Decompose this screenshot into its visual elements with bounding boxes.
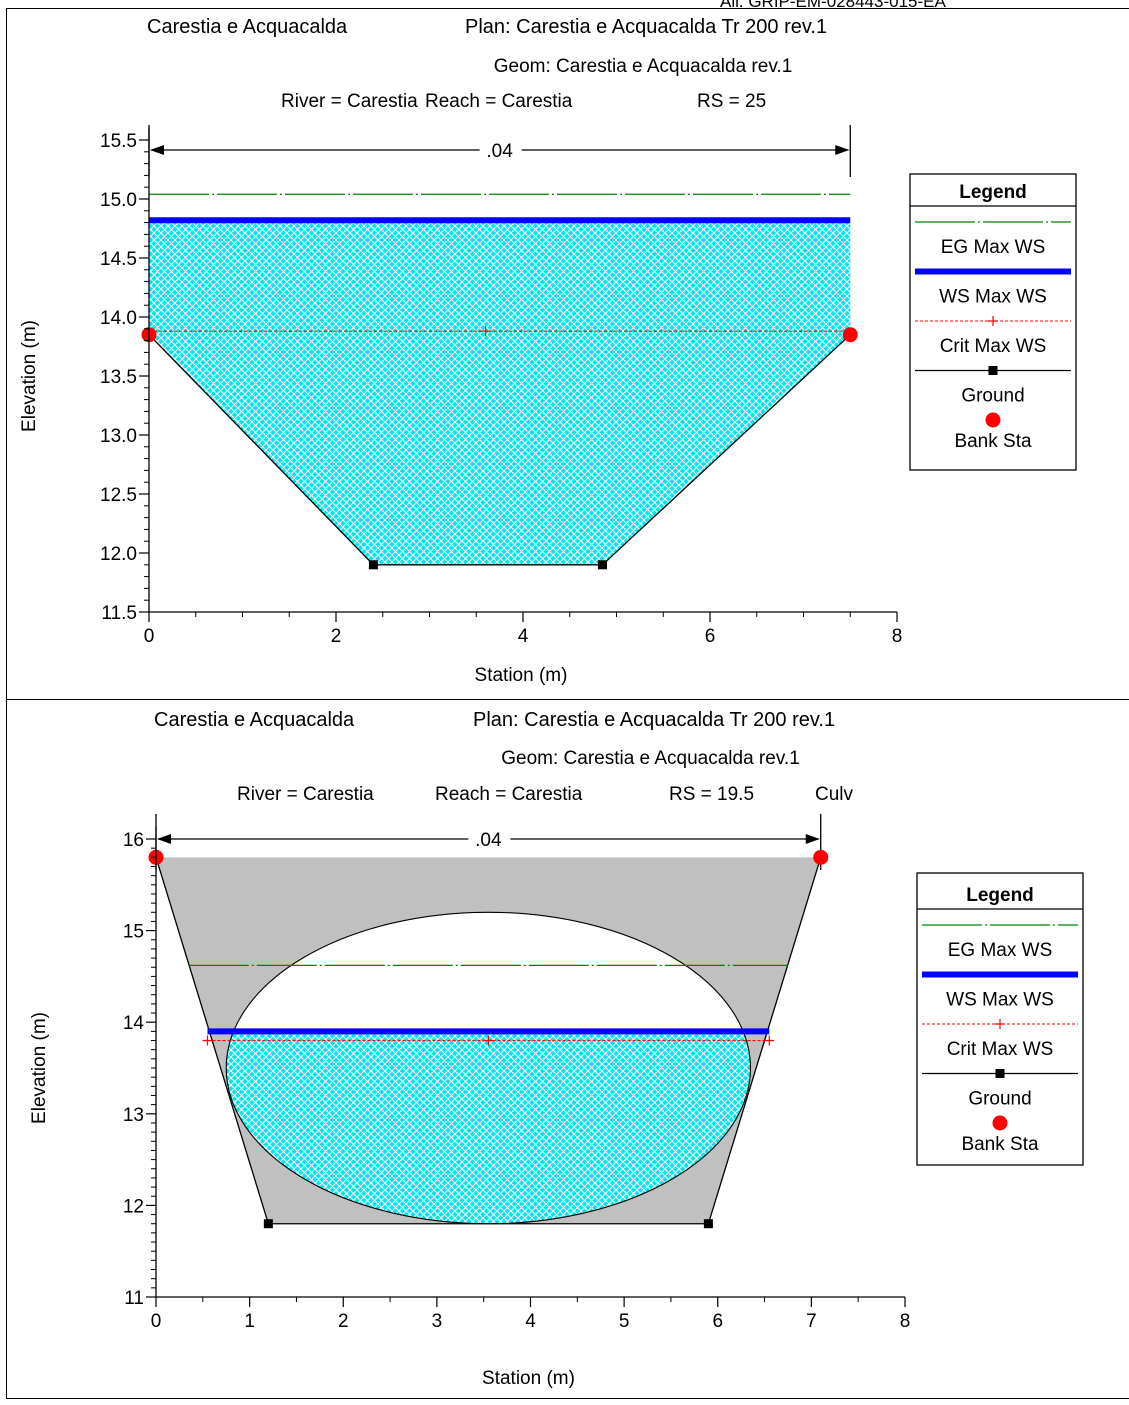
x-tick-label: 6 xyxy=(705,626,716,647)
chart-title-project: Carestia e Acquacalda xyxy=(154,709,355,731)
y-tick-label: 13.5 xyxy=(100,367,137,388)
chart-subtitle-river: River = Carestia xyxy=(237,784,374,805)
chart-title-plan: Plan: Carestia e Acquacalda Tr 200 rev.1 xyxy=(473,709,835,731)
y-tick-label: 15.0 xyxy=(100,190,137,211)
legend-ground-marker xyxy=(988,366,998,375)
legend-entry-label: Crit Max WS xyxy=(947,1039,1054,1060)
chart-title-plan: Plan: Carestia e Acquacalda Tr 200 rev.1 xyxy=(465,16,827,38)
x-tick-label: 0 xyxy=(144,626,155,647)
document-reference: All. GRIP-EM-028443-015-EA xyxy=(720,0,946,11)
legend-entry-label: EG Max WS xyxy=(948,940,1053,961)
legend-entry-label: WS Max WS xyxy=(946,990,1054,1011)
chart-subtitle-geometry: Geom: Carestia e Acquacalda rev.1 xyxy=(494,56,793,77)
x-tick-label: 5 xyxy=(619,1311,630,1332)
ground-profile-line xyxy=(148,334,851,566)
water-fill-area xyxy=(149,220,851,565)
legend-entry-label: EG Max WS xyxy=(941,237,1046,258)
y-tick-label: 15 xyxy=(123,922,144,943)
manning-arrowhead-right xyxy=(835,145,850,155)
y-tick-label: 12.5 xyxy=(100,485,137,506)
crit-max-ws-marker xyxy=(480,326,491,337)
y-tick-label: 16 xyxy=(123,830,144,851)
crit-max-ws-marker xyxy=(764,1035,775,1046)
chart-subtitle-river: River = Carestia xyxy=(281,91,418,112)
x-tick-label: 2 xyxy=(338,1311,349,1332)
legend-entry-label: Crit Max WS xyxy=(940,336,1047,357)
chart-subtitle-rs: RS = 25 xyxy=(697,91,766,112)
y-axis-label: Elevation (m) xyxy=(29,1012,50,1124)
ground-point-marker xyxy=(263,1219,273,1229)
crit-max-ws-marker xyxy=(483,1035,494,1046)
legend-bank-marker xyxy=(985,412,1001,428)
bank-station-marker xyxy=(842,327,858,343)
y-tick-label: 14 xyxy=(123,1013,145,1034)
chart-subtitle-reach: Reach = Carestia xyxy=(425,91,573,112)
manning-arrowhead-left xyxy=(157,834,171,844)
legend-entry-label: Bank Sta xyxy=(954,431,1032,452)
x-axis-label: Station (m) xyxy=(482,1368,575,1389)
x-tick-label: 6 xyxy=(712,1311,723,1332)
y-tick-label: 15.5 xyxy=(100,131,137,152)
y-tick-label: 14.0 xyxy=(100,308,137,329)
bank-station-marker xyxy=(813,849,829,865)
ground-point-marker xyxy=(368,560,378,570)
x-tick-label: 1 xyxy=(244,1311,255,1332)
chart-subtitle-reach: Reach = Carestia xyxy=(435,784,583,805)
legend-entry-label: Ground xyxy=(961,386,1024,407)
manning-arrowhead-left xyxy=(150,145,164,155)
manning-arrowhead-right xyxy=(805,834,820,844)
manning-n-label: .04 xyxy=(486,141,513,162)
ground-point-marker xyxy=(703,1219,713,1229)
x-tick-label: 0 xyxy=(151,1311,162,1332)
chart-title-project: Carestia e Acquacalda xyxy=(147,16,348,38)
legend-crit-marker xyxy=(995,1019,1005,1029)
chart-panel-rs25: Carestia e Acquacalda Plan: Carestia e Ac… xyxy=(6,8,1129,700)
x-tick-label: 4 xyxy=(518,626,529,647)
legend-title: Legend xyxy=(959,182,1027,203)
crit-max-ws-marker xyxy=(202,1035,213,1046)
legend-bank-marker xyxy=(992,1115,1008,1131)
y-tick-label: 12.0 xyxy=(100,544,137,565)
y-tick-label: 13.0 xyxy=(100,426,137,447)
cross-section-chart-rs25: Carestia e Acquacalda Plan: Carestia e Ac… xyxy=(19,16,1077,686)
x-tick-label: 8 xyxy=(892,626,903,647)
y-tick-label: 14.5 xyxy=(100,249,137,270)
y-tick-label: 13 xyxy=(123,1105,144,1126)
x-tick-label: 4 xyxy=(525,1311,536,1332)
legend-entry-label: WS Max WS xyxy=(939,287,1047,308)
chart-subtitle-rs: RS = 19.5 xyxy=(669,784,754,805)
x-tick-label: 3 xyxy=(432,1311,443,1332)
chart-subtitle-geometry: Geom: Carestia e Acquacalda rev.1 xyxy=(501,748,800,769)
legend-entry-label: Ground xyxy=(968,1089,1031,1110)
y-tick-label: 12 xyxy=(123,1196,144,1217)
chart-subtitle-culvert: Culv xyxy=(815,784,854,805)
legend-ground-marker xyxy=(995,1069,1005,1078)
cross-section-chart-rs19-5: Carestia e Acquacalda Plan: Carestia e Ac… xyxy=(29,709,1084,1389)
y-tick-label: 11.5 xyxy=(101,603,137,624)
manning-n-label: .04 xyxy=(475,830,502,851)
legend-entry-label: Bank Sta xyxy=(961,1134,1039,1155)
ground-point-marker xyxy=(597,560,607,570)
x-tick-label: 8 xyxy=(900,1311,911,1332)
legend-title: Legend xyxy=(966,885,1034,906)
chart-panel-rs19-5: Carestia e Acquacalda Plan: Carestia e Ac… xyxy=(6,699,1129,1399)
x-tick-label: 7 xyxy=(806,1311,817,1332)
y-tick-label: 11 xyxy=(124,1288,144,1309)
x-axis-label: Station (m) xyxy=(475,665,568,686)
legend-crit-marker xyxy=(988,316,998,326)
x-tick-label: 2 xyxy=(331,626,342,647)
y-axis-label: Elevation (m) xyxy=(19,320,40,432)
